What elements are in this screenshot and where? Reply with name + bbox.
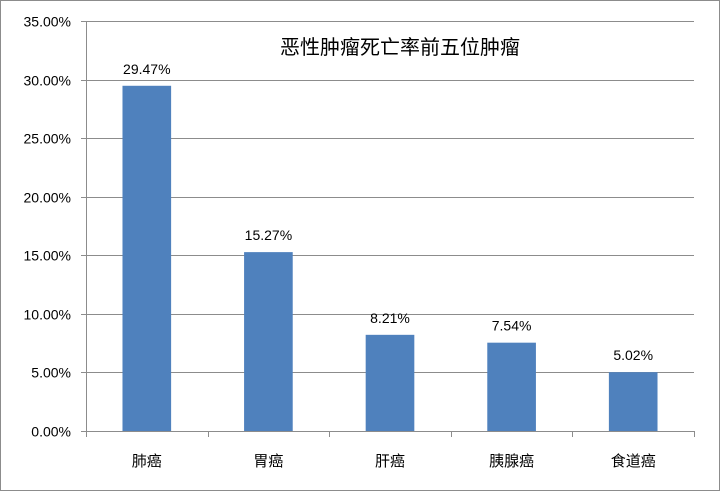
category-label: 胰腺癌 [489,452,534,470]
y-tick-label: 10.00% [24,307,71,323]
category-label: 肝癌 [375,452,405,470]
bar [244,252,293,431]
y-tick-label: 35.00% [24,14,71,30]
bar [122,85,172,431]
data-labels: 29.47% 15.27% 8.21% 7.54% 5.02% [123,61,653,363]
bar [487,342,536,431]
category-label: 食道癌 [611,452,656,470]
y-tick-label: 20.00% [24,190,71,206]
bars [122,85,658,431]
x-axis-categories: 肺癌 胃癌 肝癌 胰腺癌 食道癌 [86,431,695,470]
data-label: 15.27% [245,227,292,243]
category-label: 肺癌 [132,452,162,470]
y-axis-ticks: 0.00% 5.00% 10.00% 15.00% 20.00% 25.00% 30.00%… [24,14,86,440]
y-tick-label: 25.00% [24,131,71,147]
data-label: 7.54% [492,318,532,334]
gridlines [86,21,694,432]
bar [365,334,415,431]
data-label: 29.47% [123,61,170,77]
data-label: 5.02% [613,347,653,363]
y-tick-label: 5.00% [31,365,71,381]
chart-title: 恶性肿瘤死亡率前五位肿瘤 [280,35,520,59]
y-tick-label: 30.00% [24,73,71,89]
bar [608,372,658,431]
category-label: 胃癌 [253,452,283,470]
data-label: 8.21% [370,310,410,326]
y-tick-label: 0.00% [31,424,71,440]
y-tick-label: 15.00% [24,248,71,264]
